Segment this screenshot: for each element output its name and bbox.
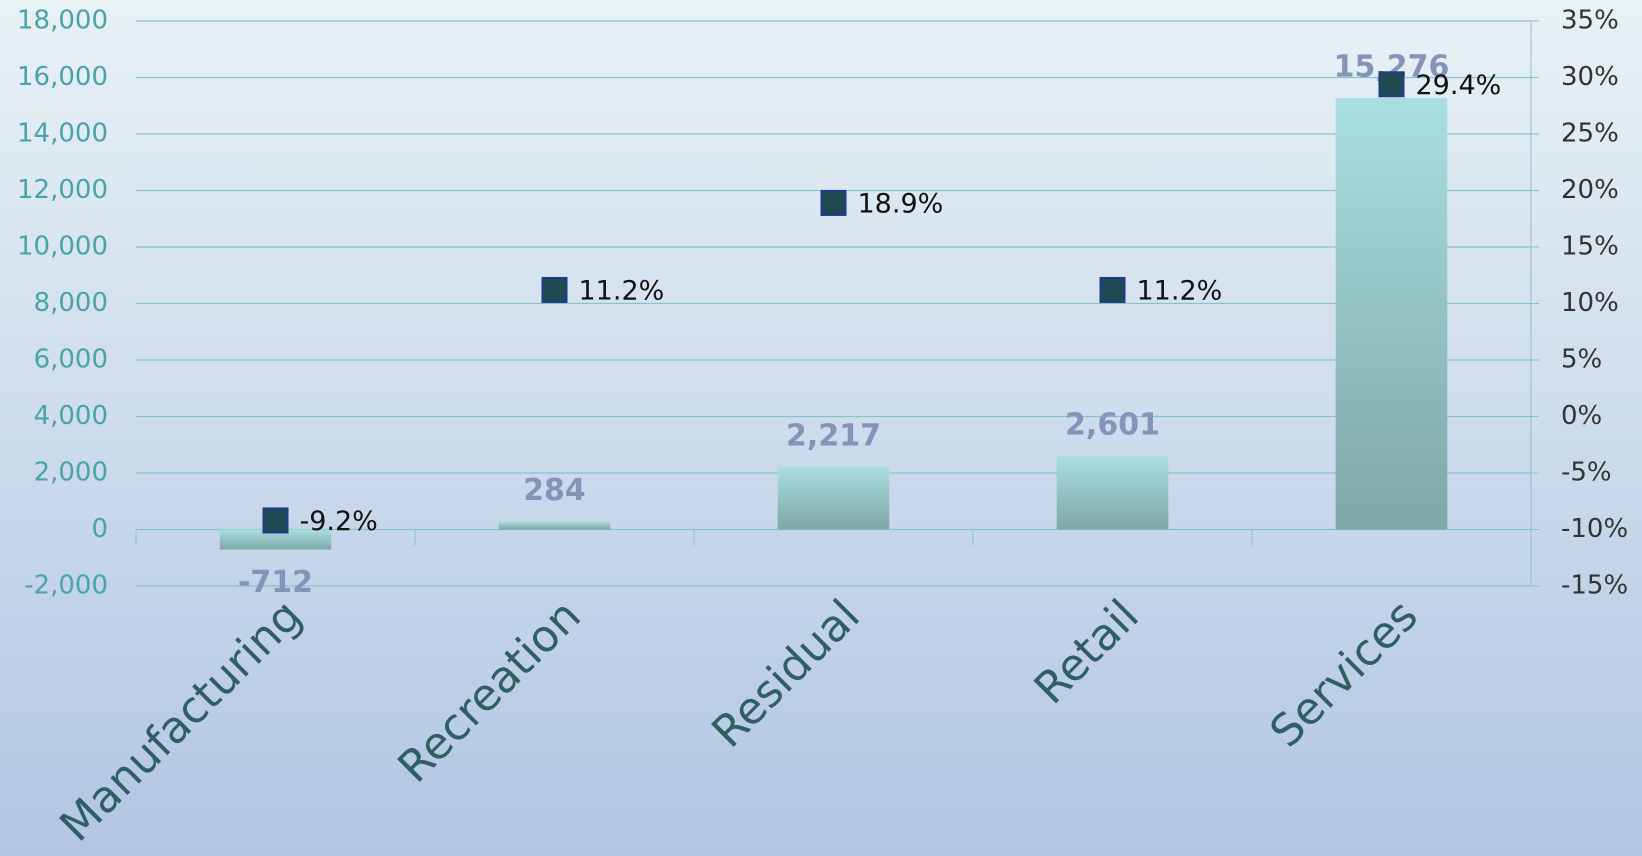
y-tick-label: 16,000 <box>17 62 108 92</box>
y2-tick-label: 15% <box>1561 232 1619 262</box>
y2-tick-label: 35% <box>1561 6 1619 36</box>
bar-label: 2,601 <box>1065 408 1160 443</box>
y-tick-label: -2,000 <box>24 571 108 601</box>
y-tick-label: 6,000 <box>34 345 108 375</box>
y2-tick-label: 20% <box>1561 175 1619 205</box>
marker <box>541 276 568 303</box>
y2-tick-label: -15% <box>1561 571 1628 601</box>
bar-label: 2,217 <box>786 418 881 453</box>
bar-label: -712 <box>238 565 313 600</box>
marker-label: 18.9% <box>858 188 944 219</box>
y2-tick-label: -10% <box>1561 514 1628 544</box>
marker-label: 11.2% <box>579 275 665 306</box>
y2-tick-label: -5% <box>1561 458 1612 488</box>
marker <box>1099 276 1126 303</box>
y-tick-label: 4,000 <box>34 401 108 431</box>
y-tick-label: 0 <box>91 514 108 544</box>
marker <box>1378 71 1405 98</box>
marker <box>262 507 289 534</box>
marker-label: 29.4% <box>1416 70 1502 101</box>
bar <box>1056 456 1169 530</box>
y2-tick-label: 30% <box>1561 62 1619 92</box>
y2-tick-label: 5% <box>1561 345 1602 375</box>
bar <box>498 521 611 530</box>
bar <box>219 529 332 550</box>
y-tick-label: 10,000 <box>17 232 108 262</box>
bar <box>1335 97 1448 530</box>
marker-label: -9.2% <box>300 506 378 537</box>
marker <box>820 189 847 216</box>
y2-tick-label: 0% <box>1561 401 1602 431</box>
y-tick-label: 2,000 <box>34 458 108 488</box>
y-tick-label: 12,000 <box>17 175 108 205</box>
bar <box>777 466 890 530</box>
y2-tick-label: 25% <box>1561 119 1619 149</box>
marker-label: 11.2% <box>1137 275 1223 306</box>
bar-label: 284 <box>523 473 586 508</box>
y-tick-label: 18,000 <box>17 6 108 36</box>
y2-tick-label: 10% <box>1561 288 1619 318</box>
y-tick-label: 8,000 <box>34 288 108 318</box>
y-tick-label: 14,000 <box>17 119 108 149</box>
